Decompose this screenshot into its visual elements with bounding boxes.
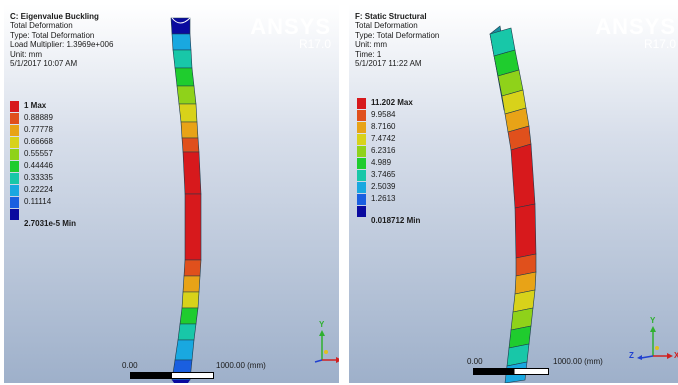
legend-value: 0.88889 [24,113,53,122]
legend-swatch [10,137,19,148]
legend-value: 0.44446 [24,161,53,170]
legend-swatch [10,185,19,196]
legend-swatch [10,173,19,184]
ansys-logo: ANSYS R17.0 [595,14,676,51]
legend-swatch [357,170,366,181]
legend-value: 0.22224 [24,185,53,194]
result-name: Total Deformation [10,21,73,31]
legend-value: 0.55557 [24,149,53,158]
legend-swatch [10,101,19,112]
y-axis-label: Y [319,320,325,329]
scale-bar [130,372,214,379]
legend-swatch [357,134,366,145]
legend-min: 0.018712 Min [371,216,421,225]
result-info: C: Eigenvalue Buckling Total Deformation… [10,12,113,68]
legend-value: 0.66668 [24,137,53,146]
viewport-eigenvalue-buckling[interactable]: C: Eigenvalue Buckling Total Deformation… [4,4,339,383]
legend-swatch [357,122,366,133]
time: Time: 1 [355,49,382,59]
axis-triad-icon [314,330,339,363]
legend-value: 0.33335 [24,173,53,182]
logo-version: R17.0 [298,37,331,51]
coordinate-triad[interactable]: Y X Z [629,316,678,360]
timestamp: 5/1/2017 11:22 AM [355,59,422,69]
z-axis-label: Z [629,351,634,360]
legend-swatch [10,125,19,136]
legend-value: 0.77778 [24,125,53,134]
legend-swatch [357,146,366,157]
scale-end-label: 1000.00 (mm) [216,361,266,370]
legend-swatch [357,158,366,169]
legend-value: 2.5039 [371,182,396,191]
y-axis-label: Y [650,316,656,325]
legend-min: 2.7031e-5 Min [24,219,77,228]
coordinate-triad[interactable]: Y X [302,320,339,364]
legend-swatch [357,182,366,193]
legend-swatch [10,113,19,124]
result-info: F: Static Structural Total Deformation T… [355,12,439,68]
logo-version: R17.0 [643,37,676,51]
ansys-logo: ANSYS R17.0 [250,14,331,51]
scale-start-label: 0.00 [467,357,483,366]
legend-value: 4.989 [371,158,392,167]
legend-max: 11.202 Max [371,98,413,107]
x-axis-label: X [674,351,678,360]
legend-swatch [357,98,366,109]
legend-swatch [10,209,19,220]
result-type: Type: Total Deformation [10,30,95,40]
legend-swatch [10,197,19,208]
legend-swatch [357,194,366,205]
legend-value: 3.7465 [371,170,396,179]
load-multiplier: Load Multiplier: 1.3969e+006 [10,40,114,50]
axis-triad-icon [637,326,673,360]
timestamp: 5/1/2017 10:07 AM [10,59,78,69]
deformed-beam-model[interactable] [349,4,678,383]
legend-value: 1.2613 [371,194,396,203]
viewport-static-structural[interactable]: F: Static Structural Total Deformation T… [349,4,678,383]
deformed-beam-model[interactable] [4,4,339,383]
legend-swatch [357,110,366,121]
legend-swatch [10,161,19,172]
result-name: Total Deformation [355,21,418,31]
result-type: Type: Total Deformation [355,30,440,40]
analysis-title: F: Static Structural [355,12,427,21]
unit: Unit: mm [10,49,42,59]
scale-bar [473,368,549,375]
legend-value: 9.9584 [371,110,396,119]
legend-value: 7.4742 [371,134,396,143]
legend-value: 6.2316 [371,146,396,155]
legend-swatch [10,149,19,160]
unit: Unit: mm [355,40,387,50]
legend-swatch [357,206,366,217]
analysis-title: C: Eigenvalue Buckling [10,12,99,21]
legend-value: 8.7160 [371,122,396,131]
logo-brand: ANSYS [595,14,676,39]
scale-end-label: 1000.00 (mm) [553,357,603,366]
logo-brand: ANSYS [250,14,331,39]
legend-value: 0.11114 [24,197,52,206]
legend-max: 1 Max [24,101,47,110]
scale-start-label: 0.00 [122,361,138,370]
